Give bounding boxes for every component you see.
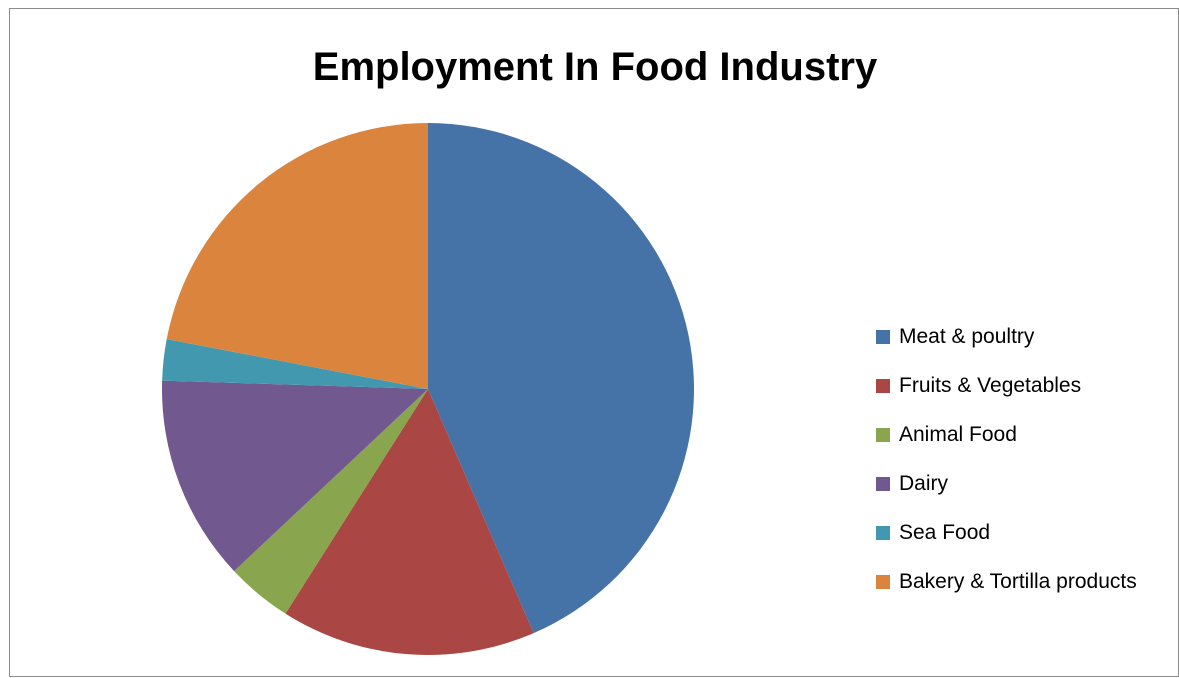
legend-label: Dairy — [899, 471, 949, 495]
chart-area: Employment In Food Industry Meat & poult… — [9, 8, 1179, 677]
legend-label: Animal Food — [899, 422, 1017, 446]
legend-item-animal-food: Animal Food — [876, 410, 1137, 459]
legend-swatch — [876, 476, 890, 491]
legend-item-sea-food: Sea Food — [876, 508, 1137, 557]
chart-title: Employment In Food Industry — [312, 45, 878, 89]
legend-swatch — [876, 329, 890, 344]
pie-slice-dairy — [161, 380, 429, 572]
legend-label: Fruits & Vegetables — [899, 373, 1082, 397]
pie-slice-bakery-and-tortilla-products — [166, 123, 428, 389]
pie-slice-animal-food — [234, 389, 428, 614]
pie-slice-fruits-and-vegetables — [285, 389, 534, 655]
legend-label: Meat & poultry — [899, 324, 1035, 348]
pie-slice-meat-and-poultry — [428, 123, 694, 634]
legend-item-dairy: Dairy — [876, 459, 1137, 508]
legend-label: Bakery & Tortilla products — [899, 569, 1137, 593]
legend-label: Sea Food — [899, 520, 991, 544]
legend-swatch — [876, 525, 890, 540]
legend-item-meat-and-poultry: Meat & poultry — [876, 312, 1137, 361]
chart-legend: Meat & poultry Fruits & Vegetables Animal … — [876, 312, 1137, 606]
pie-slice-sea-food — [162, 339, 428, 389]
legend-swatch — [876, 574, 890, 589]
legend-item-bakery-and-tortilla-products: Bakery & Tortilla products — [876, 557, 1137, 606]
legend-swatch — [876, 378, 890, 393]
legend-swatch — [876, 427, 890, 442]
pie-chart — [161, 123, 694, 655]
legend-item-fruits-and-vegetables: Fruits & Vegetables — [876, 361, 1137, 410]
